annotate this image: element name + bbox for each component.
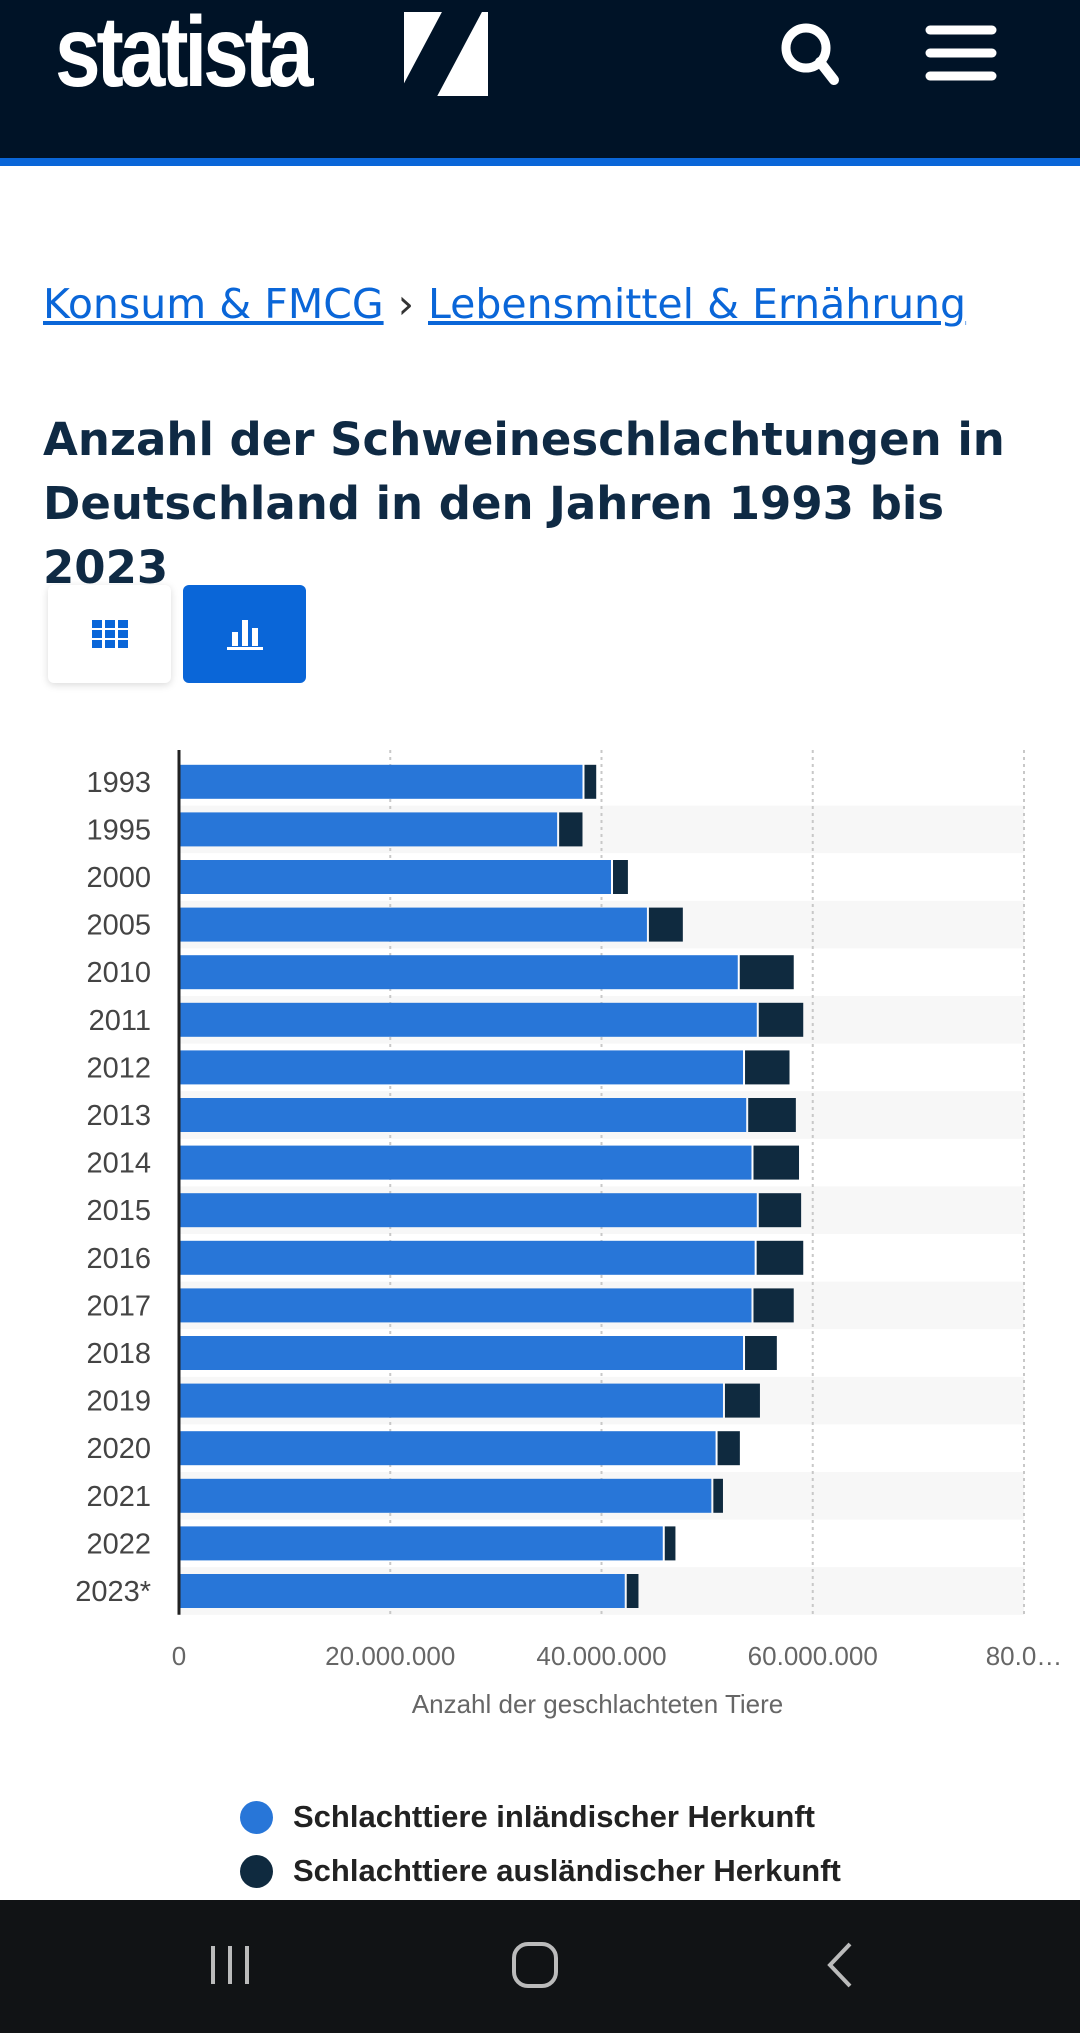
legend-label-foreign: Schlachttiere ausländischer Herkunft <box>293 1853 841 1888</box>
y-tick-label: 1995 <box>86 814 151 846</box>
bar-foreign <box>648 907 683 942</box>
hamburger-menu-icon[interactable] <box>922 12 1002 92</box>
bar-domestic <box>179 860 612 894</box>
y-tick-label: 1993 <box>86 767 151 799</box>
y-tick-label: 2020 <box>86 1433 151 1465</box>
y-tick-label: 2012 <box>86 1052 151 1084</box>
bar-foreign <box>758 1193 802 1228</box>
table-view-button[interactable] <box>48 585 171 683</box>
recent-apps-icon[interactable] <box>205 1940 255 1990</box>
bar-foreign <box>745 1050 790 1085</box>
bar-domestic <box>179 1288 752 1323</box>
bar-domestic <box>179 1240 755 1275</box>
grid-icon <box>91 620 128 648</box>
bar-domestic <box>179 1478 712 1513</box>
bar-foreign <box>664 1526 676 1561</box>
bar-foreign <box>717 1431 740 1466</box>
bar-foreign <box>753 1288 794 1323</box>
bar-foreign <box>756 1240 804 1275</box>
statista-logo-mark <box>404 12 488 96</box>
legend-dot-domestic <box>240 1800 273 1834</box>
bar-domestic <box>179 1098 747 1132</box>
bar-domestic <box>179 1526 663 1561</box>
bar-domestic <box>179 1383 723 1418</box>
x-axis-title: Anzahl der geschlachteten Tiere <box>412 1689 783 1719</box>
page-title: Anzahl der Schweineschlachtungen in Deut… <box>43 413 1005 594</box>
legend-item-foreign[interactable]: Schlachttiere ausländischer Herkunft <box>240 1844 841 1898</box>
y-tick-label: 2005 <box>86 910 151 942</box>
bar-domestic <box>179 812 558 847</box>
y-tick-label: 2000 <box>86 862 151 894</box>
bar-domestic <box>179 764 583 799</box>
bar-domestic <box>179 907 647 942</box>
y-tick-label: 2010 <box>86 957 151 989</box>
bar-foreign <box>753 1145 800 1180</box>
bar-chart: 0 20.000.000 40.000.000 60.000.000 80.0… 1993… <box>75 750 1063 1719</box>
legend-label-domestic: Schlachttiere inländischer Herkunft <box>293 1799 815 1834</box>
bar-foreign <box>584 764 597 799</box>
y-tick-label: 2019 <box>86 1386 151 1418</box>
bar-domestic <box>179 1050 744 1085</box>
bar-domestic <box>179 955 738 990</box>
bar-domestic <box>179 1574 625 1608</box>
bar-foreign <box>758 1002 804 1037</box>
y-tick-label: 2021 <box>86 1481 151 1513</box>
breadcrumb-separator: › <box>397 280 414 328</box>
bar-domestic <box>179 1145 752 1180</box>
bar-domestic <box>179 1431 716 1466</box>
legend: Schlachttiere inländischer Herkunft Schl… <box>240 1790 841 1898</box>
bar-foreign <box>739 955 794 990</box>
bar-foreign <box>713 1478 723 1513</box>
bar-foreign <box>626 1574 639 1608</box>
bar-foreign <box>559 812 583 847</box>
legend-dot-foreign <box>240 1854 273 1888</box>
search-icon[interactable] <box>770 12 850 92</box>
x-tick-label: 20.000.000 <box>325 1641 455 1671</box>
bar-foreign <box>748 1098 796 1132</box>
x-tick-label: 60.000.000 <box>748 1641 878 1671</box>
bar-domestic <box>179 1002 757 1037</box>
x-tick-label: 80.0… <box>986 1641 1063 1671</box>
statista-logo[interactable]: statista <box>55 0 313 108</box>
bar-foreign <box>724 1383 760 1418</box>
legend-item-domestic[interactable]: Schlachttiere inländischer Herkunft <box>240 1790 841 1844</box>
y-tick-label: 2013 <box>86 1100 151 1132</box>
home-icon[interactable] <box>510 1940 560 1990</box>
y-tick-label: 2018 <box>86 1338 151 1370</box>
y-tick-label: 2014 <box>86 1148 151 1180</box>
y-tick-label: 2011 <box>89 1005 151 1037</box>
bar-foreign <box>745 1336 777 1370</box>
y-tick-label: 2023* <box>75 1576 151 1608</box>
y-tick-label: 2016 <box>86 1243 151 1275</box>
bar-chart-icon <box>226 620 263 650</box>
breadcrumb: Konsum & FMCG › Lebensmittel & Ernährung <box>43 280 966 328</box>
bar-domestic <box>179 1193 757 1228</box>
site-header: statista <box>0 0 1080 166</box>
breadcrumb-konsum[interactable]: Konsum & FMCG <box>43 280 384 328</box>
back-icon[interactable] <box>820 1940 860 1990</box>
y-tick-label: 2017 <box>86 1290 151 1322</box>
y-tick-label: 2022 <box>86 1528 151 1560</box>
x-tick-label: 0 <box>172 1641 186 1671</box>
android-nav-bar <box>0 1900 1080 2033</box>
x-tick-label: 40.000.000 <box>536 1641 666 1671</box>
chart-view-button[interactable] <box>183 585 306 683</box>
breadcrumb-lebensmittel[interactable]: Lebensmittel & Ernährung <box>428 280 967 328</box>
bar-foreign <box>613 860 628 894</box>
y-tick-label: 2015 <box>86 1195 151 1227</box>
bar-domestic <box>179 1336 744 1370</box>
